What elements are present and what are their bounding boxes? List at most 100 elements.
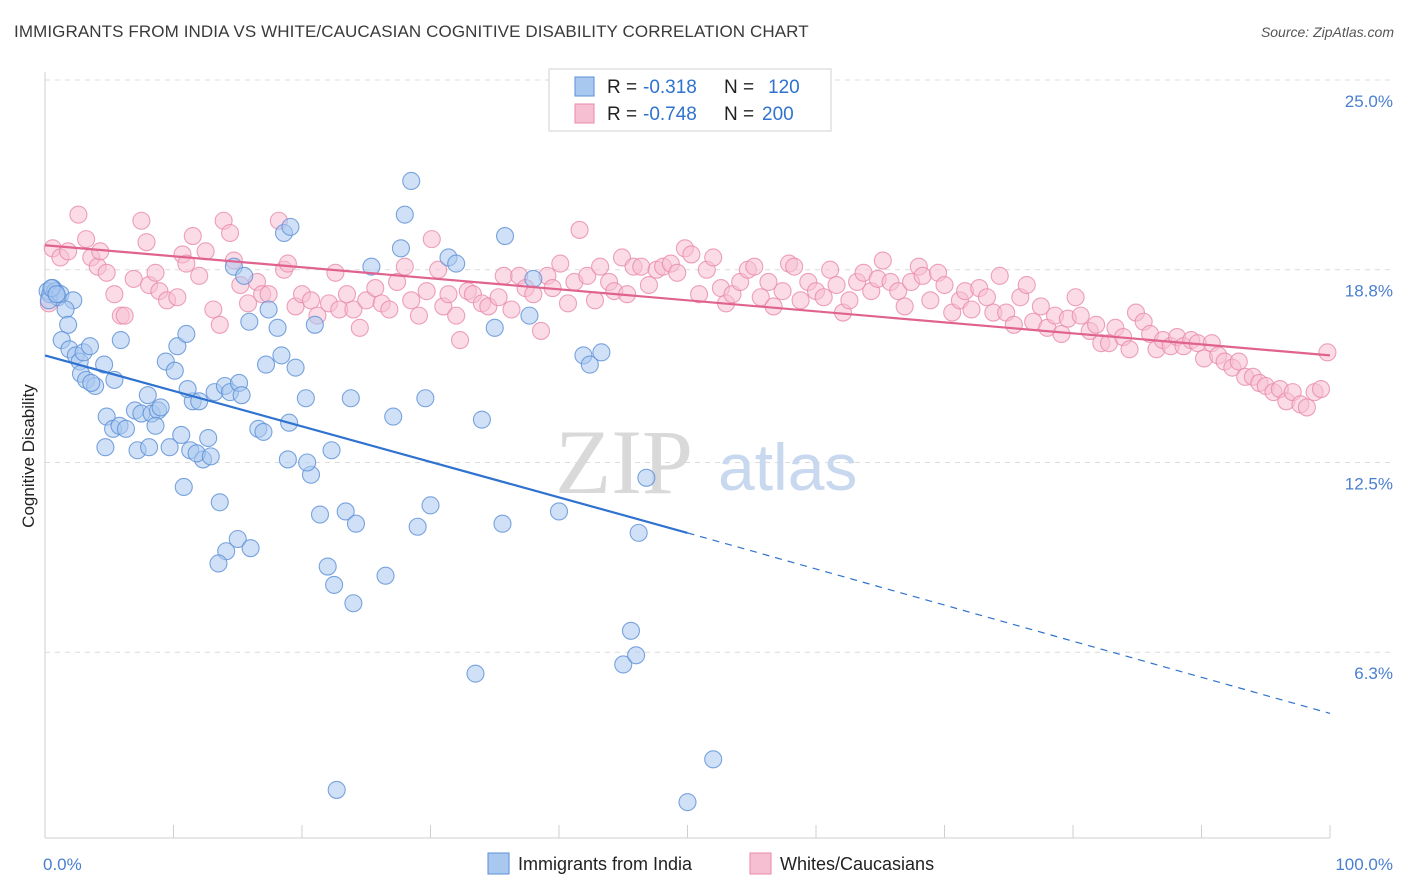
- india-point-97: [408, 517, 427, 536]
- whites-point-109: [773, 282, 792, 301]
- legend-r-value-whites: -0.748: [643, 104, 697, 125]
- india-point-51: [199, 428, 218, 448]
- india-point-107: [520, 306, 539, 325]
- india-point-42: [168, 337, 187, 356]
- y-axis-title: Cognitive Disability: [19, 384, 38, 528]
- india-point-109: [549, 502, 569, 521]
- india-point-72: [272, 346, 291, 365]
- whites-point-27: [210, 315, 229, 334]
- legend-swatch-india: [574, 76, 595, 97]
- india-point-37: [146, 416, 165, 435]
- watermark-atlas: atlas: [718, 430, 857, 504]
- india-point-21: [95, 355, 114, 374]
- india-point-101: [447, 254, 466, 273]
- india-point-47: [174, 477, 193, 497]
- whites-trend-line: [44, 244, 1331, 357]
- whites-point-160: [1120, 340, 1139, 359]
- y-tick-label-3: 25.0%: [1345, 92, 1393, 111]
- whites-point-12: [115, 306, 134, 325]
- india-point-86: [327, 780, 346, 799]
- whites-point-124: [873, 251, 892, 270]
- whites-point-112: [791, 291, 810, 310]
- india-point-81: [305, 315, 324, 334]
- chart-title: IMMIGRANTS FROM INDIA VS WHITE/CAUCASIAN…: [14, 22, 809, 41]
- whites-point-46: [337, 285, 357, 304]
- india-point-116: [637, 468, 656, 487]
- x-tick-label-1: 100.0%: [1335, 855, 1393, 874]
- watermark-zip: ZIP: [555, 411, 693, 513]
- whites-point-41: [301, 291, 321, 310]
- india-point-63: [235, 266, 254, 285]
- whites-point-131: [921, 291, 940, 310]
- whites-point-141: [990, 266, 1009, 285]
- india-point-102: [466, 664, 485, 683]
- india-point-29: [116, 419, 136, 438]
- whites-point-155: [1087, 315, 1106, 334]
- whites-point-22: [177, 254, 196, 273]
- india-point-96: [402, 171, 421, 191]
- whites-point-99: [704, 248, 723, 267]
- india-points: [38, 171, 723, 812]
- india-point-75: [281, 217, 300, 236]
- whites-point-55: [402, 291, 421, 310]
- whites-point-58: [422, 230, 441, 249]
- whites-point-61: [439, 285, 458, 304]
- india-point-80: [298, 453, 317, 472]
- india-trend-extension: [687, 532, 1331, 714]
- x-tick-labels: 0.0% 100.0%: [43, 855, 1393, 874]
- india-point-99: [421, 496, 440, 515]
- whites-point-74: [531, 321, 551, 340]
- india-point-112: [592, 343, 611, 362]
- correlation-legend: R = -0.318 N = 120 R = -0.748 N = 200: [548, 68, 832, 132]
- india-point-71: [268, 318, 287, 337]
- whites-point-153: [1071, 306, 1090, 325]
- india-point-91: [362, 257, 381, 276]
- whites-point-81: [578, 266, 597, 285]
- india-point-85: [325, 575, 344, 594]
- whites-point-77: [551, 254, 570, 273]
- india-point-94: [391, 239, 410, 258]
- whites-point-54: [395, 257, 414, 276]
- whites-point-137: [962, 300, 981, 319]
- whites-point-107: [759, 272, 778, 292]
- legend-r-label-india: R =: [607, 77, 637, 98]
- whites-point-29: [220, 223, 240, 243]
- whites-point-186: [1297, 398, 1316, 417]
- legend-n-label-india: N =: [724, 77, 754, 98]
- india-point-82: [310, 505, 330, 524]
- india-point-32: [138, 386, 157, 405]
- india-point-10: [56, 300, 75, 319]
- india-point-104: [485, 318, 504, 337]
- india-point-103: [472, 410, 491, 429]
- india-point-117: [678, 793, 697, 812]
- whites-point-13: [124, 269, 143, 288]
- india-point-11: [59, 315, 78, 334]
- legend-swatch-whites: [574, 103, 595, 124]
- legend-frame: [548, 68, 832, 132]
- whites-point-20: [168, 288, 187, 307]
- whites-point-35: [259, 285, 278, 304]
- india-point-68: [254, 422, 273, 441]
- legend-n-value-whites: 200: [762, 104, 794, 125]
- india-point-43: [172, 425, 191, 445]
- india-point-77: [278, 450, 297, 469]
- whites-point-117: [827, 275, 846, 295]
- india-point-52: [201, 447, 220, 466]
- whites-point-48: [350, 318, 369, 337]
- whites-point-105: [745, 257, 764, 276]
- whites-point-143: [1004, 315, 1023, 334]
- india-point-119: [627, 646, 646, 665]
- series-label-whites: Whites/Caucasians: [780, 854, 934, 874]
- india-point-87: [336, 502, 355, 521]
- whites-point-119: [840, 291, 859, 310]
- whites-point-47: [344, 300, 363, 319]
- india-point-35: [140, 438, 159, 457]
- whites-point-126: [889, 282, 908, 301]
- y-tick-label-2: 18.8%: [1345, 282, 1393, 301]
- whites-point-24: [190, 266, 209, 285]
- whites-point-94: [668, 263, 687, 282]
- whites-point-44: [326, 263, 345, 282]
- chart-source: Source: ZipAtlas.com: [1260, 24, 1394, 40]
- india-point-78: [296, 389, 315, 408]
